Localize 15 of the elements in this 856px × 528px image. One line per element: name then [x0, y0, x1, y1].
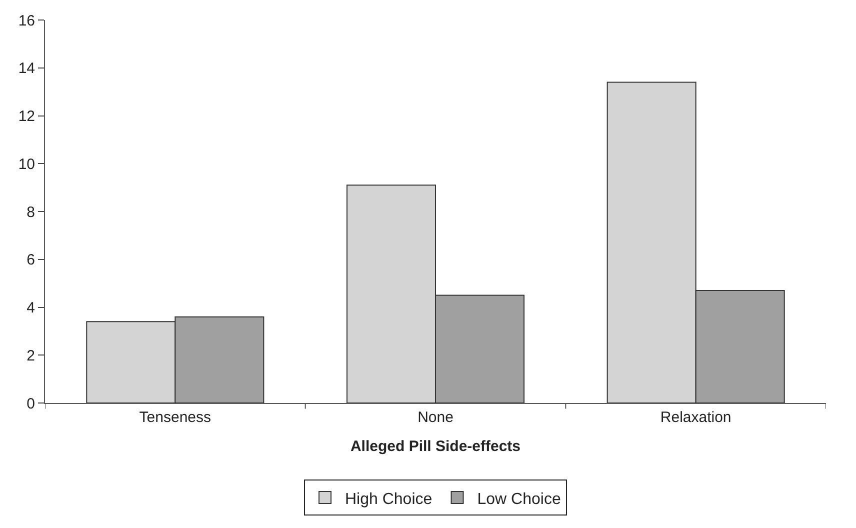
y-tick-label: 12	[18, 108, 35, 125]
y-tick-label: 6	[26, 252, 35, 269]
y-tick-label: 14	[18, 60, 35, 78]
x-tick-label: Tenseness	[139, 409, 212, 426]
y-tick-label: 10	[18, 156, 35, 173]
legend-label: Low Choice	[477, 490, 561, 508]
y-tick-label: 0	[26, 395, 35, 412]
x-tick-label: None	[418, 409, 454, 426]
legend-label: High Choice	[345, 490, 432, 508]
y-tick-label: 8	[26, 204, 35, 221]
y-tick-label: 2	[26, 347, 35, 364]
y-tick-label: 4	[26, 300, 35, 316]
y-tick-label: 16	[18, 12, 35, 30]
x-axis-title: Alleged Pill Side-effects	[350, 438, 521, 455]
x-tick-label: Relaxation	[660, 409, 732, 426]
